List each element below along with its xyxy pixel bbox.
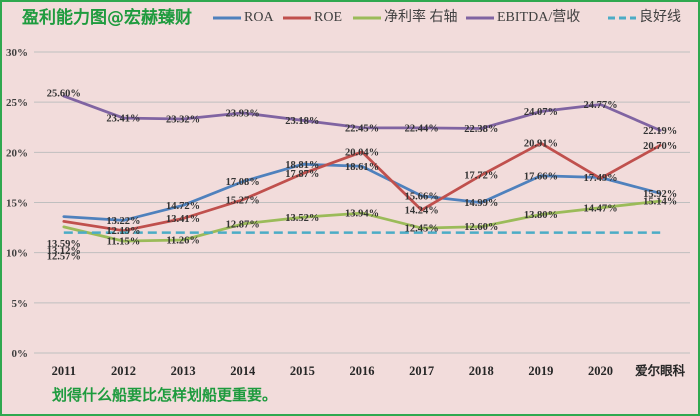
x-tick-label: 2014 bbox=[230, 364, 256, 378]
legend-swatch-net-margin bbox=[353, 16, 381, 20]
ebitda-margin-data-label: 24.77% bbox=[583, 100, 617, 111]
roe-data-label: 13.41% bbox=[166, 214, 200, 225]
y-tick-label: 10% bbox=[6, 248, 28, 260]
roe-point bbox=[61, 218, 67, 224]
net-margin-data-label: 13.94% bbox=[345, 209, 379, 220]
good-line-point bbox=[359, 230, 365, 236]
legend-label-roa: ROA bbox=[244, 10, 274, 25]
net-margin-data-label: 14.47% bbox=[583, 203, 617, 214]
legend-label-good-line: 良好线 bbox=[639, 10, 681, 25]
roe-data-label: 20.70% bbox=[643, 141, 677, 152]
x-tick-label: 2017 bbox=[409, 364, 434, 378]
net-margin-data-label: 13.80% bbox=[524, 210, 558, 221]
good-line-point bbox=[299, 230, 305, 236]
roa-data-label: 18.81% bbox=[285, 160, 319, 171]
x-tick-label: 爱尔眼科 bbox=[635, 363, 686, 378]
y-tick-label: 0% bbox=[12, 348, 29, 360]
x-tick-label: 2015 bbox=[290, 364, 315, 378]
roe-data-label: 12.19% bbox=[106, 226, 140, 237]
good-line-point bbox=[61, 230, 67, 236]
legend-item-roe: ROE bbox=[283, 8, 342, 28]
net-margin-data-label: 13.52% bbox=[285, 213, 319, 224]
roa-data-label: 14.99% bbox=[464, 198, 498, 209]
legend-item-roa: ROA bbox=[213, 8, 274, 28]
legend-swatch-roa bbox=[213, 16, 241, 20]
ebitda-margin-line bbox=[62, 94, 662, 132]
x-tick-label: 2013 bbox=[171, 364, 196, 378]
legend-swatch-roe bbox=[283, 16, 311, 20]
roe-data-label: 15.27% bbox=[226, 195, 260, 206]
ebitda-margin-data-label: 22.38% bbox=[464, 124, 498, 135]
roe-data-label: 17.87% bbox=[285, 169, 319, 180]
roa-line bbox=[62, 162, 662, 222]
x-tick-label: 2016 bbox=[350, 364, 375, 378]
roa-data-label: 14.72% bbox=[166, 201, 200, 212]
net-margin-data-label: 15.14% bbox=[643, 197, 677, 208]
good-line-point bbox=[657, 230, 663, 236]
net-margin-data-label: 11.15% bbox=[107, 237, 141, 248]
roa-data-label: 17.49% bbox=[583, 173, 617, 184]
legend-item-net-margin: 净利率 右轴 bbox=[353, 8, 458, 28]
net-margin-data-label: 11.26% bbox=[166, 236, 200, 247]
footer-quote: 划得什么船要比怎样划船更重要。 bbox=[52, 386, 278, 404]
y-tick-label: 20% bbox=[6, 147, 28, 159]
x-tick-label: 2011 bbox=[52, 364, 76, 378]
roa-data-label: 17.08% bbox=[226, 177, 260, 188]
good-line-point bbox=[240, 230, 246, 236]
roe-data-label: 20.91% bbox=[524, 139, 558, 150]
x-tick-label: 2012 bbox=[111, 364, 136, 378]
ebitda-margin-data-label: 22.44% bbox=[405, 123, 439, 134]
ebitda-margin-data-label: 22.19% bbox=[643, 126, 677, 137]
x-tick-label: 2019 bbox=[528, 364, 553, 378]
ebitda-margin-data-label: 24.07% bbox=[524, 107, 558, 118]
ebitda-margin-data-label: 23.32% bbox=[166, 115, 200, 126]
roe-data-label: 13.12% bbox=[47, 246, 81, 257]
x-tick-label: 2018 bbox=[469, 364, 494, 378]
roa-data-label: 15.66% bbox=[405, 191, 439, 202]
ebitda-margin-data-label: 23.93% bbox=[226, 108, 260, 119]
legend-label-ebitda-margin: EBITDA/营收 bbox=[497, 10, 581, 25]
roe-data-label: 17.72% bbox=[464, 171, 498, 182]
roa-data-label: 13.22% bbox=[106, 216, 140, 227]
net-margin-data-label: 12.57% bbox=[47, 251, 81, 262]
legend-label-roe: ROE bbox=[314, 10, 342, 25]
legend-swatch-good-line bbox=[608, 16, 636, 20]
y-tick-label: 15% bbox=[6, 198, 28, 210]
net-margin-data-label: 12.87% bbox=[226, 219, 260, 230]
net-margin-line bbox=[62, 199, 662, 243]
legend-label-net-margin: 净利率 右轴 bbox=[384, 10, 458, 25]
roa-data-label: 18.61% bbox=[345, 162, 379, 173]
roe-data-label: 14.24% bbox=[405, 206, 439, 217]
series-lines bbox=[61, 94, 663, 243]
ebitda-margin-data-label: 23.41% bbox=[106, 114, 140, 125]
y-tick-label: 25% bbox=[6, 97, 28, 109]
x-tick-label: 2020 bbox=[588, 364, 613, 378]
roe-data-label: 20.04% bbox=[345, 147, 379, 158]
legend-item-ebitda-margin: EBITDA/营收 bbox=[466, 8, 580, 28]
good-line-point bbox=[538, 230, 544, 236]
net-margin-data-label: 12.45% bbox=[405, 224, 439, 235]
roa-data-label: 15.92% bbox=[643, 189, 677, 200]
roe-line bbox=[62, 141, 662, 233]
net-margin-data-label: 12.60% bbox=[464, 222, 498, 233]
axis-labels: 0% 5% 10% 15% 20% 25% 30% 2011 2012 2013 2014 2015 2… bbox=[6, 47, 686, 378]
roa-data-label: 13.59% bbox=[47, 239, 81, 250]
legend-item-good-line: 良好线 bbox=[608, 8, 681, 28]
chart-title: 盈利能力图@宏赫臻财 bbox=[22, 8, 192, 28]
y-tick-label: 5% bbox=[12, 298, 29, 310]
y-tick-label: 30% bbox=[6, 47, 28, 59]
data-labels: 13.59% 13.22% 14.72% 17.08% 18.81% 18.61% 15.6… bbox=[47, 89, 677, 263]
good-line-point bbox=[598, 230, 604, 236]
roa-data-label: 17.66% bbox=[524, 171, 558, 182]
ebitda-margin-data-label: 25.60% bbox=[47, 89, 81, 100]
ebitda-margin-data-label: 22.45% bbox=[345, 123, 379, 134]
legend-swatch-ebitda-margin bbox=[466, 16, 494, 20]
net-margin-point bbox=[61, 224, 67, 230]
ebitda-margin-data-label: 23.18% bbox=[285, 116, 319, 127]
